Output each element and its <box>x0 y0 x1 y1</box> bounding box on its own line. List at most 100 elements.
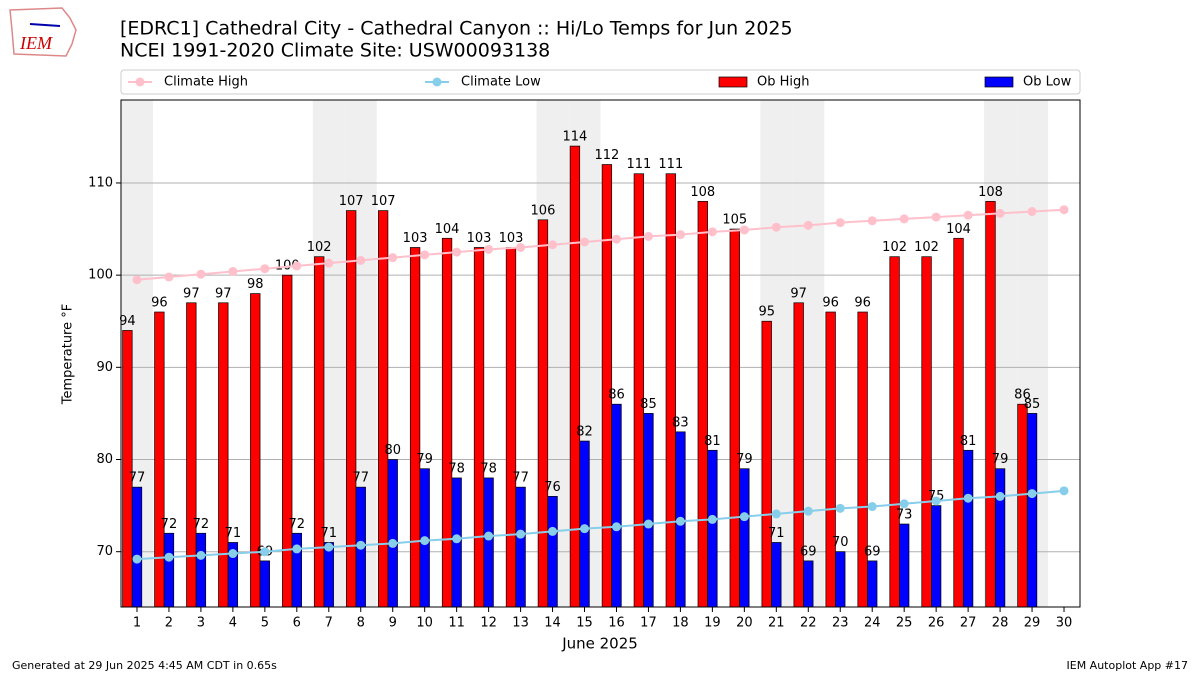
point <box>420 250 430 260</box>
data-label: 71 <box>768 526 785 541</box>
x-tick-label: 21 <box>768 616 785 631</box>
bar <box>633 173 645 608</box>
chart-subtitle: NCEI 1991-2020 Climate Site: USW00093138 <box>120 40 550 62</box>
data-label: 96 <box>854 296 871 311</box>
data-label: 78 <box>480 461 497 476</box>
x-tick-label: 30 <box>1056 616 1073 631</box>
x-tick-label: 13 <box>512 616 529 631</box>
data-label: 81 <box>960 434 977 449</box>
point <box>899 499 909 509</box>
data-label: 69 <box>864 544 881 559</box>
x-tick-label: 25 <box>896 616 913 631</box>
bar <box>962 449 974 608</box>
bar <box>899 523 910 608</box>
x-tick-label: 5 <box>261 616 269 631</box>
point <box>931 496 941 506</box>
x-tick-label: 1 <box>133 616 141 631</box>
data-label: 77 <box>512 471 529 486</box>
bar <box>346 210 357 608</box>
legend-label: Climate Low <box>461 75 541 90</box>
data-label: 108 <box>978 185 1003 200</box>
bar <box>547 496 558 608</box>
bar <box>985 201 996 608</box>
point <box>228 549 238 559</box>
x-tick-label: 11 <box>448 616 465 631</box>
point <box>803 506 813 516</box>
point <box>995 208 1005 218</box>
data-label: 111 <box>626 157 651 172</box>
point <box>835 503 845 513</box>
data-label: 102 <box>914 240 939 255</box>
point <box>739 512 749 522</box>
point <box>452 247 462 257</box>
data-label: 97 <box>183 286 200 301</box>
point <box>516 242 526 252</box>
bar <box>707 449 718 608</box>
x-tick-label: 12 <box>480 616 497 631</box>
data-label: 102 <box>882 240 907 255</box>
data-label: 85 <box>1024 397 1041 412</box>
data-label: 103 <box>499 231 524 246</box>
logo-text: IEM <box>19 33 53 53</box>
legend-swatch <box>718 76 748 88</box>
x-tick-label: 28 <box>992 616 1009 631</box>
point <box>771 509 781 519</box>
data-label: 83 <box>672 415 689 430</box>
x-tick-label: 18 <box>672 616 689 631</box>
y-tick-label: 80 <box>96 452 113 467</box>
data-label: 107 <box>371 194 396 209</box>
x-tick-label: 14 <box>544 616 561 631</box>
bar <box>953 237 964 608</box>
bar <box>515 486 526 608</box>
x-axis-label: June 2025 <box>561 635 638 653</box>
bar <box>803 560 814 608</box>
data-label: 107 <box>339 194 364 209</box>
bar <box>739 468 750 608</box>
legend-marker <box>432 77 442 87</box>
point <box>452 534 462 544</box>
bar <box>377 210 389 608</box>
logo: IEM <box>9 7 77 57</box>
x-tick-label: 17 <box>640 616 657 631</box>
bar <box>825 311 836 608</box>
data-label: 81 <box>704 434 721 449</box>
x-tick-label: 29 <box>1024 616 1041 631</box>
legend-swatch <box>984 76 1014 88</box>
line <box>136 208 1065 281</box>
point <box>963 493 973 503</box>
x-tick-label: 22 <box>800 616 817 631</box>
point <box>196 269 206 279</box>
legend-marker <box>135 77 145 87</box>
bar <box>505 247 517 608</box>
data-label: 70 <box>832 535 849 550</box>
data-label: 108 <box>690 185 715 200</box>
point <box>707 227 717 237</box>
point <box>324 258 334 268</box>
bar <box>643 413 654 608</box>
data-label: 73 <box>896 508 913 523</box>
data-label: 103 <box>403 231 428 246</box>
point <box>548 526 558 536</box>
point <box>867 502 877 512</box>
bar <box>857 311 868 608</box>
data-label: 77 <box>129 471 146 486</box>
bar <box>665 173 676 608</box>
legend-label: Climate High <box>164 75 248 90</box>
data-label: 86 <box>1014 388 1031 403</box>
x-tick-label: 27 <box>960 616 977 631</box>
x-tick-label: 15 <box>576 616 593 631</box>
data-label: 102 <box>307 240 332 255</box>
data-label: 71 <box>225 526 242 541</box>
chart-title: [EDRC1] Cathedral City - Cathedral Canyo… <box>120 18 793 40</box>
point <box>867 216 877 226</box>
bar <box>1017 403 1028 608</box>
point <box>580 524 590 534</box>
data-label: 97 <box>215 286 232 301</box>
legend-label: Ob Low <box>1023 75 1072 90</box>
data-label: 79 <box>416 452 433 467</box>
bar <box>921 256 932 608</box>
legend-label: Ob High <box>757 75 810 90</box>
point <box>707 514 717 524</box>
bar <box>994 468 1006 608</box>
point <box>675 230 685 240</box>
